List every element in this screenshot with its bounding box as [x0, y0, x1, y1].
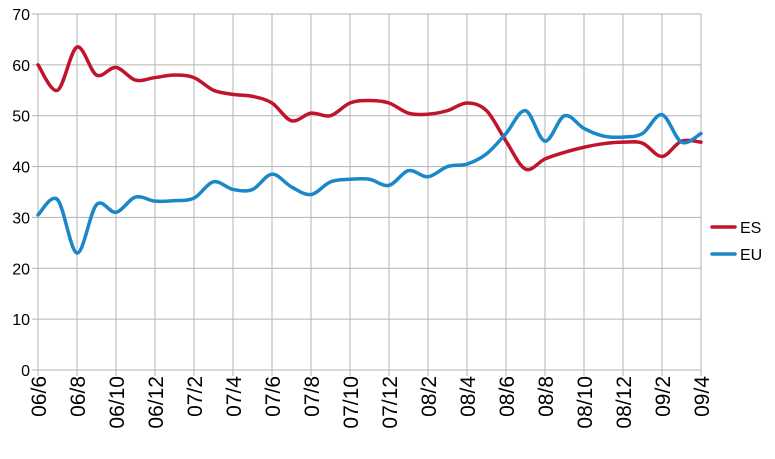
x-tick-label: 09/4	[691, 376, 714, 417]
x-tick-label: 08/8	[535, 376, 558, 417]
x-tick-label: 07/8	[301, 376, 324, 417]
y-tick-label: 20	[12, 261, 30, 278]
y-tick-labels: 0 10 20 30 40 50 60 70	[12, 7, 30, 380]
x-tick-label: 07/4	[223, 376, 246, 417]
x-tick-label: 06/8	[67, 376, 90, 417]
y-tick-label: 0	[21, 363, 30, 380]
y-tick-label: 40	[12, 160, 30, 177]
x-tick-label: 07/6	[262, 376, 285, 417]
legend: ES EU	[710, 220, 762, 264]
gridlines	[37, 13, 702, 370]
legend-label-es: ES	[740, 220, 761, 237]
x-tick-label: 08/10	[574, 376, 597, 429]
x-tick-label: 08/2	[418, 376, 441, 417]
x-tick-label: 07/12	[379, 376, 402, 429]
y-tick-label: 60	[12, 58, 30, 75]
series-line-es	[36, 45, 703, 172]
x-tick-label: 06/6	[28, 376, 51, 417]
x-tick-label: 08/6	[496, 376, 519, 417]
series-line-eu	[36, 108, 703, 255]
axes	[32, 13, 702, 376]
y-tick-label: 70	[12, 7, 30, 24]
x-tick-label: 06/12	[145, 376, 168, 429]
series-lines	[36, 45, 703, 255]
x-tick-label: 07/10	[340, 376, 363, 429]
y-tick-label: 10	[12, 312, 30, 329]
x-tick-label: 07/2	[184, 376, 207, 417]
x-tick-label: 08/4	[457, 376, 480, 417]
x-tick-label: 06/10	[106, 376, 129, 429]
legend-label-eu: EU	[740, 247, 762, 264]
x-tick-label: 09/2	[652, 376, 675, 417]
y-tick-label: 30	[12, 210, 30, 227]
x-tick-labels: 06/6 06/8 06/10 06/12 07/2 07/4 07/6 07/8 07/10 0…	[28, 376, 714, 429]
y-tick-label: 50	[12, 109, 30, 126]
x-tick-label: 08/12	[613, 376, 636, 429]
